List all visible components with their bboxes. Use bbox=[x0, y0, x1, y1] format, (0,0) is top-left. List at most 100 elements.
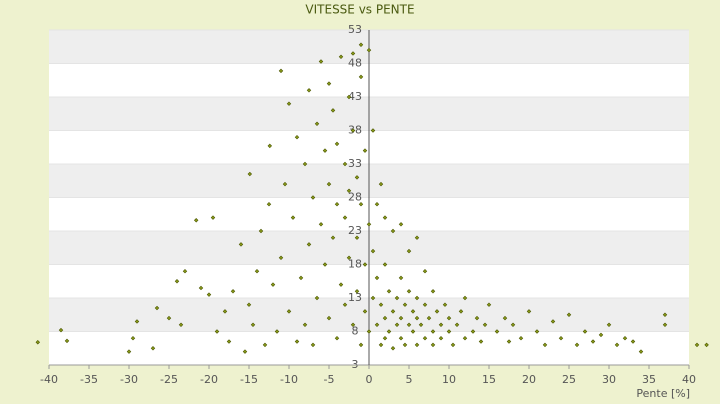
point bbox=[322, 262, 328, 267]
point bbox=[370, 248, 376, 254]
point bbox=[358, 342, 364, 348]
point bbox=[238, 242, 244, 247]
point bbox=[346, 94, 352, 100]
point bbox=[354, 235, 360, 240]
point bbox=[214, 329, 220, 334]
x-tick-label: -10 bbox=[280, 373, 298, 386]
point bbox=[694, 342, 700, 348]
point bbox=[230, 289, 236, 294]
point bbox=[318, 59, 324, 64]
point bbox=[310, 342, 316, 348]
point bbox=[462, 295, 468, 301]
point bbox=[326, 81, 332, 86]
point bbox=[470, 329, 476, 334]
point bbox=[574, 342, 580, 348]
point bbox=[394, 295, 400, 301]
x-tick-label: 0 bbox=[366, 373, 373, 386]
point bbox=[362, 148, 368, 153]
point bbox=[510, 322, 516, 328]
point bbox=[486, 302, 492, 307]
point bbox=[398, 275, 404, 281]
point bbox=[198, 285, 204, 291]
point bbox=[382, 262, 388, 267]
point bbox=[346, 255, 352, 261]
tick-labels: 38131823283338434853-40-35-30-25-20-15-1… bbox=[40, 23, 696, 386]
point bbox=[278, 255, 284, 261]
point bbox=[370, 295, 376, 301]
point bbox=[446, 315, 452, 321]
y-tick-label: 8 bbox=[352, 325, 359, 338]
x-tick-label: 25 bbox=[562, 373, 576, 386]
point bbox=[374, 322, 380, 328]
point bbox=[630, 339, 636, 344]
point bbox=[438, 335, 444, 341]
point bbox=[330, 235, 336, 240]
point bbox=[286, 101, 292, 106]
point bbox=[314, 121, 320, 127]
point bbox=[410, 329, 416, 334]
point bbox=[398, 335, 404, 341]
point bbox=[382, 215, 388, 220]
point bbox=[354, 289, 360, 294]
point bbox=[378, 302, 384, 307]
point bbox=[704, 342, 709, 348]
x-tick-label: -20 bbox=[200, 373, 218, 386]
point bbox=[222, 309, 228, 314]
point bbox=[502, 315, 508, 321]
point bbox=[174, 279, 180, 284]
point bbox=[258, 228, 264, 234]
point bbox=[306, 88, 312, 93]
point bbox=[386, 329, 392, 334]
point bbox=[210, 215, 216, 220]
point bbox=[130, 335, 136, 341]
point bbox=[206, 292, 212, 297]
point bbox=[282, 181, 288, 187]
point bbox=[390, 309, 396, 314]
point bbox=[166, 315, 172, 321]
point bbox=[422, 302, 428, 307]
point bbox=[406, 289, 412, 294]
point bbox=[350, 128, 356, 133]
point bbox=[314, 295, 320, 301]
point bbox=[382, 335, 388, 341]
point bbox=[450, 342, 456, 348]
point bbox=[378, 181, 384, 187]
point bbox=[370, 128, 376, 133]
point bbox=[442, 302, 448, 307]
point bbox=[338, 282, 344, 287]
point bbox=[278, 68, 284, 74]
point bbox=[430, 289, 436, 294]
point bbox=[406, 322, 412, 328]
x-tick-label: 20 bbox=[522, 373, 536, 386]
point bbox=[506, 339, 512, 344]
point bbox=[342, 302, 348, 307]
point bbox=[358, 201, 364, 207]
x-tick-label: 30 bbox=[602, 373, 616, 386]
point bbox=[438, 322, 444, 328]
point bbox=[350, 322, 356, 328]
point bbox=[306, 242, 312, 247]
point bbox=[422, 335, 428, 341]
point bbox=[494, 329, 500, 334]
point bbox=[478, 339, 484, 344]
y-tick-label: 28 bbox=[348, 191, 362, 204]
point bbox=[390, 346, 396, 351]
point bbox=[418, 322, 424, 328]
point bbox=[342, 215, 348, 220]
point bbox=[454, 322, 460, 328]
y-tick-label: 18 bbox=[348, 258, 362, 271]
point bbox=[518, 335, 524, 341]
x-tick-label: 35 bbox=[642, 373, 656, 386]
point bbox=[298, 275, 304, 281]
point bbox=[374, 275, 380, 281]
point bbox=[178, 322, 184, 328]
point bbox=[247, 171, 253, 177]
point bbox=[382, 315, 388, 321]
y-tick-label: 53 bbox=[348, 23, 362, 36]
point bbox=[334, 335, 340, 341]
point bbox=[534, 329, 540, 334]
point bbox=[267, 143, 273, 149]
point bbox=[398, 222, 404, 227]
